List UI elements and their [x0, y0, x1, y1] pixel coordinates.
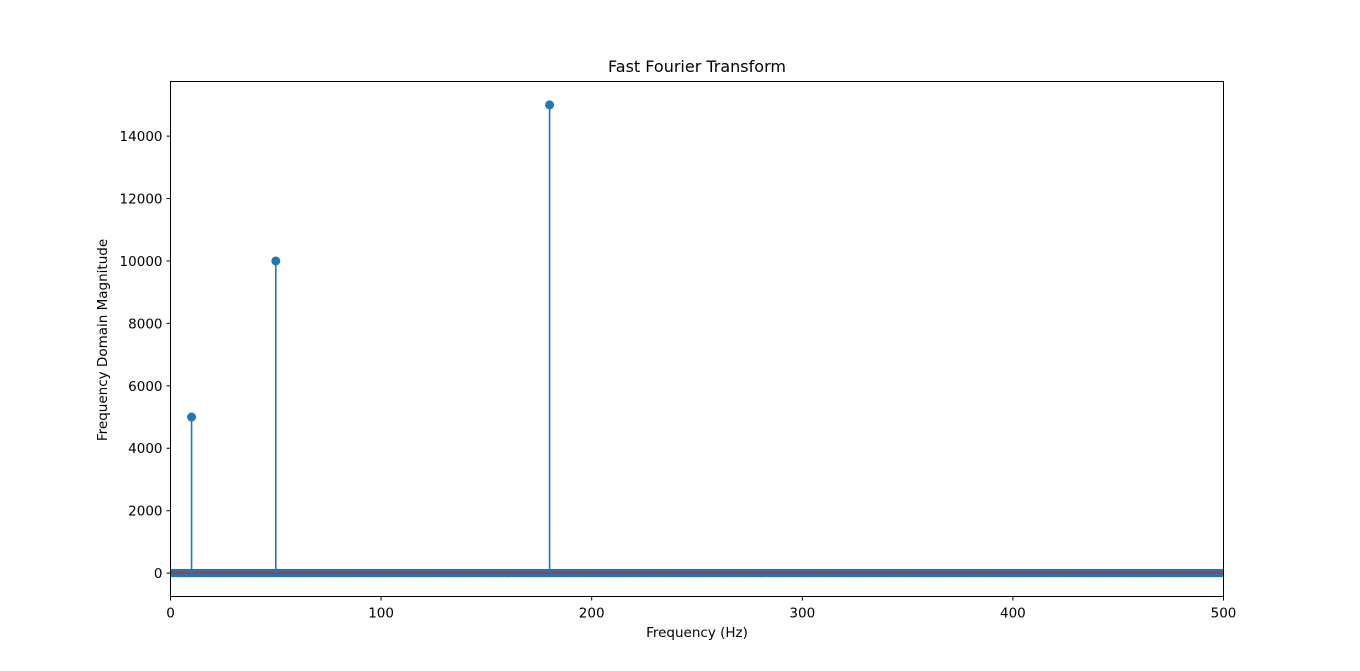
x-tick-label: 300 — [789, 606, 815, 622]
plot-frame — [170, 81, 1224, 597]
x-axis: 0 100 200 300 400 500 — [166, 596, 1237, 622]
chart-title: Fast Fourier Transform — [608, 57, 786, 76]
x-tick-label: 0 — [166, 606, 175, 622]
x-tick-label: 200 — [579, 606, 605, 622]
x-tick-label: 400 — [1000, 606, 1026, 622]
y-tick-label: 4000 — [128, 441, 162, 457]
y-tick-label: 2000 — [128, 504, 162, 520]
y-axis-label: Frequency Domain Magnitude — [95, 239, 111, 441]
x-axis-label: Frequency (Hz) — [646, 625, 748, 641]
peak-marker-2 — [271, 256, 281, 266]
y-tick-label: 0 — [154, 566, 163, 582]
peak-marker-3 — [545, 100, 555, 110]
x-tick-label: 100 — [368, 606, 394, 622]
y-axis: 0 2000 4000 6000 8000 10000 12000 14000 — [120, 129, 171, 582]
peak-marker-1 — [187, 412, 197, 422]
y-tick-label: 6000 — [128, 379, 162, 395]
plot-area — [170, 100, 1224, 578]
y-tick-label: 10000 — [120, 254, 163, 270]
y-tick-label: 12000 — [120, 192, 163, 208]
x-tick-label: 500 — [1211, 606, 1237, 622]
y-tick-label: 8000 — [128, 316, 162, 332]
y-tick-label: 14000 — [120, 129, 163, 145]
